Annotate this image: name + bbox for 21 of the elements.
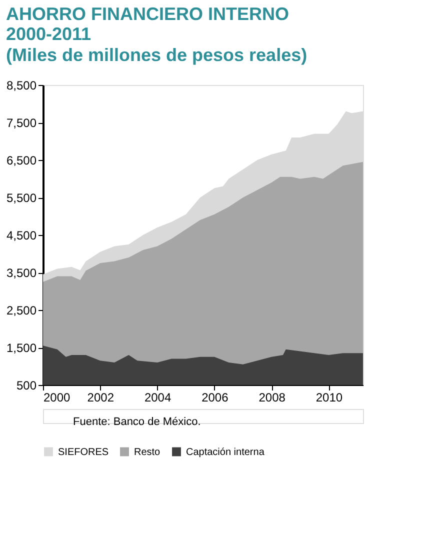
y-tick-label: 1,500 (6, 341, 37, 355)
x-tick-label: 2008 (258, 390, 286, 404)
legend-label: SIEFORES (58, 446, 109, 458)
x-tick-label: 2002 (87, 390, 114, 404)
x-tick-label: 2000 (44, 390, 71, 404)
y-tick-label: 6,500 (6, 154, 37, 168)
y-tick-label: 8,500 (6, 78, 37, 92)
y-tick-label: 2,500 (6, 304, 37, 318)
y-tick-label: 3,500 (6, 266, 37, 280)
legend-label: Resto (134, 446, 161, 458)
chart-title: AHORRO FINANCIERO INTERNO 2000-2011 (6, 4, 289, 44)
y-tick-label: 4,500 (6, 228, 37, 242)
x-tick-label: 2006 (202, 390, 229, 404)
y-tick-label: 5,500 (6, 191, 37, 205)
source-note: Fuente: Banco de México. (73, 416, 201, 428)
chart-subtitle: (Miles de millones de pesos reales) (6, 45, 308, 65)
x-tick-label: 2010 (316, 390, 343, 404)
y-tick-label: 500 (16, 378, 37, 392)
legend-label: Captación interna (186, 446, 265, 458)
y-tick-label: 7,500 (6, 116, 37, 130)
x-tick-label: 2004 (144, 390, 172, 404)
